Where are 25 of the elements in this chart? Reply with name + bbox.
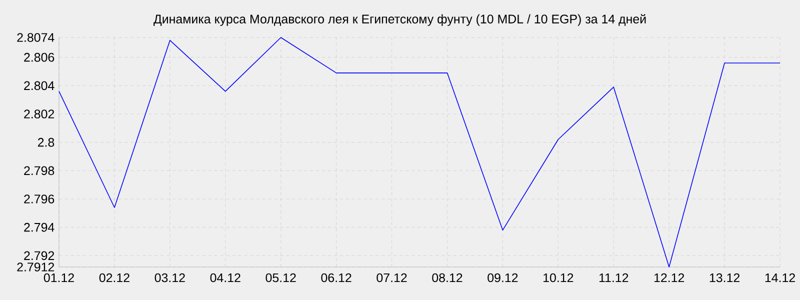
x-tick-label: 05.12: [266, 273, 296, 282]
x-tick-label: 04.12: [210, 273, 240, 282]
y-tick-label: 2.802: [24, 110, 54, 118]
x-tick-label: 09.12: [488, 273, 518, 282]
x-tick-label: 10.12: [544, 273, 574, 282]
y-tick-label: 2.796: [24, 194, 54, 204]
x-tick-label: 13.12: [710, 273, 740, 282]
chart-title: Динамика курса Молдавского лея к Египетскому фунту (10 MDL / 10 EGP) за 14 дней: [154, 14, 646, 26]
x-tick-label: 03.12: [154, 273, 185, 282]
y-tick-label: 2.804: [24, 81, 54, 90]
x-tick-label: 02.12: [99, 273, 130, 282]
x-tick-label: 12.12: [654, 273, 684, 282]
y-tick-label: 2.7912: [17, 262, 54, 272]
y-tick-label: 2.798: [24, 166, 54, 176]
x-tick-label: 08.12: [432, 273, 462, 282]
x-tick-label: 11.12: [599, 273, 628, 282]
y-tick-label: 2.8: [38, 138, 54, 147]
y-tick-label: 2.806: [24, 52, 54, 62]
y-tick-label: 2.792: [24, 251, 54, 260]
y-tick-label: 2.794: [24, 222, 54, 232]
x-tick-label: 14.12: [765, 273, 795, 282]
x-tick-label: 06.12: [321, 273, 352, 282]
x-tick-label: 07.12: [376, 273, 407, 282]
x-tick-label: 01.12: [44, 273, 74, 282]
y-tick-label: 2.8074: [17, 33, 54, 42]
